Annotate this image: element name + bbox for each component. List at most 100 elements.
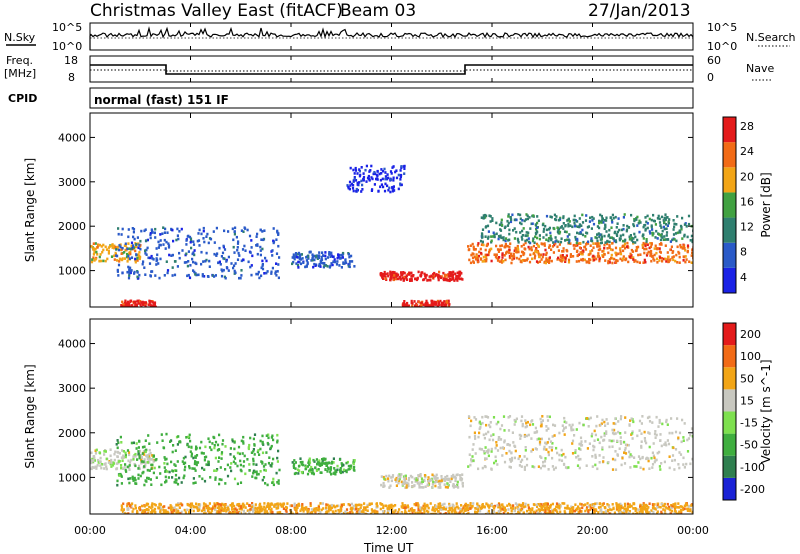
- echo-cell: [502, 511, 505, 514]
- echo-cell: [484, 253, 487, 257]
- echo-cell: [311, 257, 314, 260]
- echo-cell: [333, 467, 336, 470]
- echo-cell: [271, 481, 274, 484]
- echo-cell: [256, 450, 259, 454]
- echo-cell: [192, 240, 195, 243]
- freq-tick-bottom: 8: [68, 71, 75, 84]
- echo-cell: [602, 460, 605, 463]
- echo-cell: [553, 213, 556, 217]
- echo-cell: [347, 503, 350, 506]
- echo-cell: [612, 439, 615, 443]
- echo-cell: [255, 510, 258, 514]
- echo-cell: [106, 257, 109, 261]
- echo-region: [120, 299, 157, 307]
- echo-cell: [124, 463, 127, 466]
- echo-cell: [492, 416, 496, 419]
- echo-cell: [631, 432, 634, 435]
- echo-cell: [691, 510, 693, 514]
- echo-cell: [216, 468, 219, 471]
- echo-cell: [598, 226, 601, 230]
- echo-cell: [348, 265, 351, 269]
- echo-cell: [407, 505, 410, 509]
- echo-cell: [214, 504, 217, 507]
- echo-cell: [650, 259, 653, 263]
- echo-cell: [579, 252, 582, 256]
- echo-cell: [513, 509, 516, 513]
- echo-cell: [138, 449, 142, 453]
- echo-cell: [617, 430, 620, 434]
- echo-cell: [218, 503, 221, 506]
- colorbar-swatch: [723, 367, 736, 390]
- echo-cell: [351, 511, 354, 514]
- echo-cell: [495, 244, 498, 248]
- echo-cell: [270, 270, 273, 274]
- echo-cell: [224, 276, 227, 280]
- y-axis-label: Slant Range [km]: [23, 158, 37, 262]
- echo-cell: [242, 509, 245, 513]
- echo-cell: [538, 260, 542, 263]
- nsky-label: N.Sky: [4, 31, 36, 44]
- echo-cell: [317, 256, 320, 260]
- echo-cell: [478, 250, 481, 254]
- echo-cell: [539, 437, 542, 441]
- echo-cell: [452, 483, 455, 486]
- echo-cell: [409, 279, 412, 282]
- echo-cell: [438, 502, 442, 505]
- echo-cell: [319, 260, 322, 263]
- echo-cell: [250, 505, 253, 509]
- echo-cell: [482, 450, 486, 453]
- echo-cell: [194, 456, 197, 459]
- echo-cell: [448, 504, 451, 508]
- echo-cell: [171, 228, 174, 232]
- echo-cell: [121, 227, 124, 231]
- echo-cell: [500, 259, 503, 262]
- echo-cell: [404, 474, 407, 478]
- echo-cell: [159, 233, 162, 236]
- echo-cell: [178, 440, 182, 443]
- echo-cell: [422, 303, 425, 306]
- echo-cell: [509, 220, 513, 224]
- echo-cell: [578, 232, 581, 235]
- echo-cell: [446, 274, 449, 277]
- echo-cell: [318, 507, 321, 511]
- echo-cell: [678, 255, 681, 259]
- echo-cell: [126, 507, 129, 510]
- echo-cell: [107, 252, 110, 255]
- colorbar-tick-label: 200: [740, 328, 761, 341]
- echo-cell: [514, 502, 517, 505]
- echo-cell: [97, 461, 100, 464]
- echo-cell: [489, 220, 492, 223]
- echo-cell: [382, 185, 385, 189]
- echo-cell: [196, 461, 200, 464]
- echo-cell: [125, 255, 129, 259]
- echo-cell: [270, 272, 273, 275]
- echo-cell: [654, 459, 657, 462]
- echo-cell: [232, 460, 235, 464]
- echo-cell: [261, 440, 264, 444]
- echo-cell: [662, 219, 665, 222]
- echo-cell: [100, 259, 103, 263]
- echo-cell: [387, 509, 390, 513]
- echo-cell: [571, 509, 574, 513]
- echo-cell: [220, 478, 223, 482]
- echo-cell: [691, 238, 693, 241]
- echo-cell: [364, 512, 367, 514]
- echo-cell: [148, 299, 151, 303]
- echo-cell: [319, 471, 322, 474]
- echo-cell: [153, 509, 156, 512]
- echo-cell: [120, 252, 123, 255]
- echo-cell: [276, 511, 279, 514]
- echo-cell: [168, 253, 171, 257]
- echo-cell: [275, 262, 278, 265]
- echo-cell: [472, 252, 475, 256]
- echo-cell: [490, 259, 493, 263]
- echo-cell: [540, 456, 543, 459]
- echo-cell: [623, 448, 627, 452]
- echo-cell: [285, 510, 288, 513]
- echo-cell: [259, 249, 262, 252]
- echo-cell: [589, 244, 592, 247]
- echo-cell: [586, 231, 589, 235]
- echo-cell: [650, 224, 653, 227]
- echo-cell: [375, 177, 378, 181]
- echo-cell: [163, 466, 166, 469]
